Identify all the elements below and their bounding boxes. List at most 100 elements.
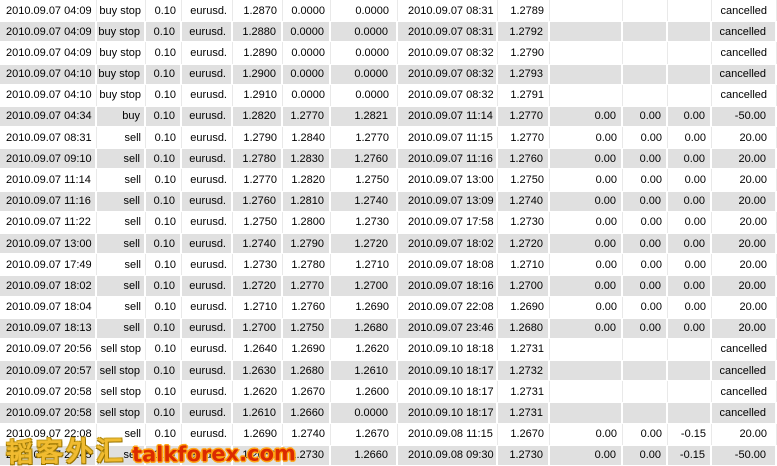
table-row[interactable]: 2010.09.07 22:08 sell 0.10 eurusd. 1.2690 1.2…: [0, 423, 777, 445]
cell-close-price: 1.2770: [498, 127, 550, 149]
cell-take-profit: 1.2821: [331, 105, 398, 128]
cell-size: 0.10: [146, 190, 182, 212]
cell-taxes: 0.00: [623, 423, 668, 445]
cell-open-price: 1.2880: [233, 21, 283, 43]
cell-size: 0.10: [146, 63, 182, 85]
table-row[interactable]: 2010.09.07 18:02 sell 0.10 eurusd. 1.2720 1.2…: [0, 275, 777, 297]
table-row[interactable]: 2010.09.07 04:09 buy stop 0.10 eurusd. 1.287…: [0, 0, 777, 22]
cell-close-time: 2010.09.07 13:09: [398, 190, 498, 212]
table-row[interactable]: 2010.09.07 20:56 sell stop 0.10 eurusd. 1.26…: [0, 338, 777, 361]
table-row[interactable]: 2010.09.07 22:45 sell 0.10 eurusd. 1.2680 1.2…: [0, 444, 777, 466]
cell-taxes: [623, 338, 668, 361]
table-row[interactable]: 2010.09.07 04:34 buy 0.10 eurusd. 1.2820 1.27…: [0, 105, 777, 128]
cell-stop-loss: 0.0000: [283, 63, 331, 85]
cell-close-time: 2010.09.07 08:32: [398, 84, 498, 106]
cell-swap: [668, 21, 712, 43]
cell-profit: -50.00: [712, 444, 777, 466]
cell-taxes: 0.00: [623, 317, 668, 339]
cell-commission: 0.00: [550, 148, 623, 170]
cell-taxes: 0.00: [623, 254, 668, 276]
cell-size: 0.10: [146, 338, 182, 361]
cell-close-price: 1.2670: [498, 423, 550, 445]
cell-symbol: eurusd.: [182, 21, 233, 43]
table-row[interactable]: 2010.09.07 04:09 buy stop 0.10 eurusd. 1.288…: [0, 21, 777, 43]
cell-symbol: eurusd.: [182, 169, 233, 191]
table-row[interactable]: 2010.09.07 11:22 sell 0.10 eurusd. 1.2750 1.2…: [0, 211, 777, 233]
cell-open-time: 2010.09.07 22:08: [0, 423, 97, 445]
cell-open-time: 2010.09.07 11:16: [0, 190, 97, 212]
cell-take-profit: 1.2710: [331, 254, 398, 276]
cell-commission: 0.00: [550, 190, 623, 212]
cell-open-price: 1.2870: [233, 0, 283, 22]
cell-close-price: 1.2792: [498, 21, 550, 43]
cell-symbol: eurusd.: [182, 148, 233, 170]
cell-order-type: sell: [97, 190, 146, 212]
cell-open-time: 2010.09.07 08:31: [0, 127, 97, 149]
cell-taxes: [623, 63, 668, 85]
cell-take-profit: 0.0000: [331, 42, 398, 64]
cell-profit: cancelled: [712, 21, 777, 43]
cell-close-price: 1.2760: [498, 148, 550, 170]
table-row[interactable]: 2010.09.07 18:13 sell 0.10 eurusd. 1.2700 1.2…: [0, 317, 777, 339]
cell-swap: -0.15: [668, 444, 712, 466]
cell-size: 0.10: [146, 317, 182, 339]
cell-open-price: 1.2640: [233, 338, 283, 361]
cell-taxes: [623, 402, 668, 424]
cell-taxes: [623, 84, 668, 106]
cell-taxes: [623, 21, 668, 43]
table-row[interactable]: 2010.09.07 08:31 sell 0.10 eurusd. 1.2790 1.2…: [0, 127, 777, 149]
cell-symbol: eurusd.: [182, 0, 233, 22]
cell-symbol: eurusd.: [182, 381, 233, 403]
cell-swap: 0.00: [668, 190, 712, 212]
table-row[interactable]: 2010.09.07 20:58 sell stop 0.10 eurusd. 1.26…: [0, 402, 777, 424]
cell-order-type: sell stop: [97, 381, 146, 403]
cell-close-time: 2010.09.07 11:15: [398, 127, 498, 149]
table-row[interactable]: 2010.09.07 11:16 sell 0.10 eurusd. 1.2760 1.2…: [0, 190, 777, 212]
cell-take-profit: 1.2690: [331, 296, 398, 318]
cell-symbol: eurusd.: [182, 63, 233, 85]
cell-commission: 0.00: [550, 127, 623, 149]
cell-symbol: eurusd.: [182, 127, 233, 149]
cell-order-type: sell: [97, 169, 146, 191]
table-row[interactable]: 2010.09.07 13:00 sell 0.10 eurusd. 1.2740 1.2…: [0, 232, 777, 255]
cell-open-time: 2010.09.07 04:34: [0, 105, 97, 128]
table-row[interactable]: 2010.09.07 17:49 sell 0.10 eurusd. 1.2730 1.2…: [0, 254, 777, 276]
cell-open-price: 1.2700: [233, 317, 283, 339]
cell-order-type: sell: [97, 444, 146, 466]
cell-taxes: 0.00: [623, 105, 668, 128]
cell-swap: [668, 84, 712, 106]
cell-open-price: 1.2620: [233, 381, 283, 403]
cell-stop-loss: 1.2770: [283, 105, 331, 128]
cell-take-profit: 0.0000: [331, 21, 398, 43]
table-row[interactable]: 2010.09.07 04:10 buy stop 0.10 eurusd. 1.291…: [0, 84, 777, 106]
cell-close-price: 1.2730: [498, 211, 550, 233]
cell-size: 0.10: [146, 296, 182, 318]
cell-close-price: 1.2731: [498, 338, 550, 361]
cell-taxes: 0.00: [623, 148, 668, 170]
cell-close-price: 1.2720: [498, 232, 550, 255]
cell-commission: [550, 381, 623, 403]
table-row[interactable]: 2010.09.07 20:57 sell stop 0.10 eurusd. 1.26…: [0, 360, 777, 382]
cell-order-type: buy stop: [97, 84, 146, 106]
cell-open-time: 2010.09.07 11:22: [0, 211, 97, 233]
cell-symbol: eurusd.: [182, 296, 233, 318]
cell-commission: 0.00: [550, 254, 623, 276]
cell-size: 0.10: [146, 84, 182, 106]
table-row[interactable]: 2010.09.07 04:09 buy stop 0.10 eurusd. 1.289…: [0, 42, 777, 64]
cell-stop-loss: 1.2690: [283, 338, 331, 361]
table-row[interactable]: 2010.09.07 11:14 sell 0.10 eurusd. 1.2770 1.2…: [0, 169, 777, 191]
table-row[interactable]: 2010.09.07 09:10 sell 0.10 eurusd. 1.2780 1.2…: [0, 148, 777, 170]
cell-close-price: 1.2680: [498, 317, 550, 339]
table-row[interactable]: 2010.09.07 20:58 sell stop 0.10 eurusd. 1.26…: [0, 381, 777, 403]
cell-close-price: 1.2791: [498, 84, 550, 106]
cell-close-time: 2010.09.08 09:30: [398, 444, 498, 466]
table-row[interactable]: 2010.09.07 04:10 buy stop 0.10 eurusd. 1.290…: [0, 63, 777, 85]
cell-close-time: 2010.09.07 18:16: [398, 275, 498, 297]
cell-take-profit: 1.2740: [331, 190, 398, 212]
cell-close-price: 1.2710: [498, 254, 550, 276]
cell-taxes: [623, 0, 668, 22]
cell-close-price: 1.2793: [498, 63, 550, 85]
cell-order-type: sell: [97, 211, 146, 233]
cell-taxes: 0.00: [623, 211, 668, 233]
table-row[interactable]: 2010.09.07 18:04 sell 0.10 eurusd. 1.2710 1.2…: [0, 296, 777, 318]
